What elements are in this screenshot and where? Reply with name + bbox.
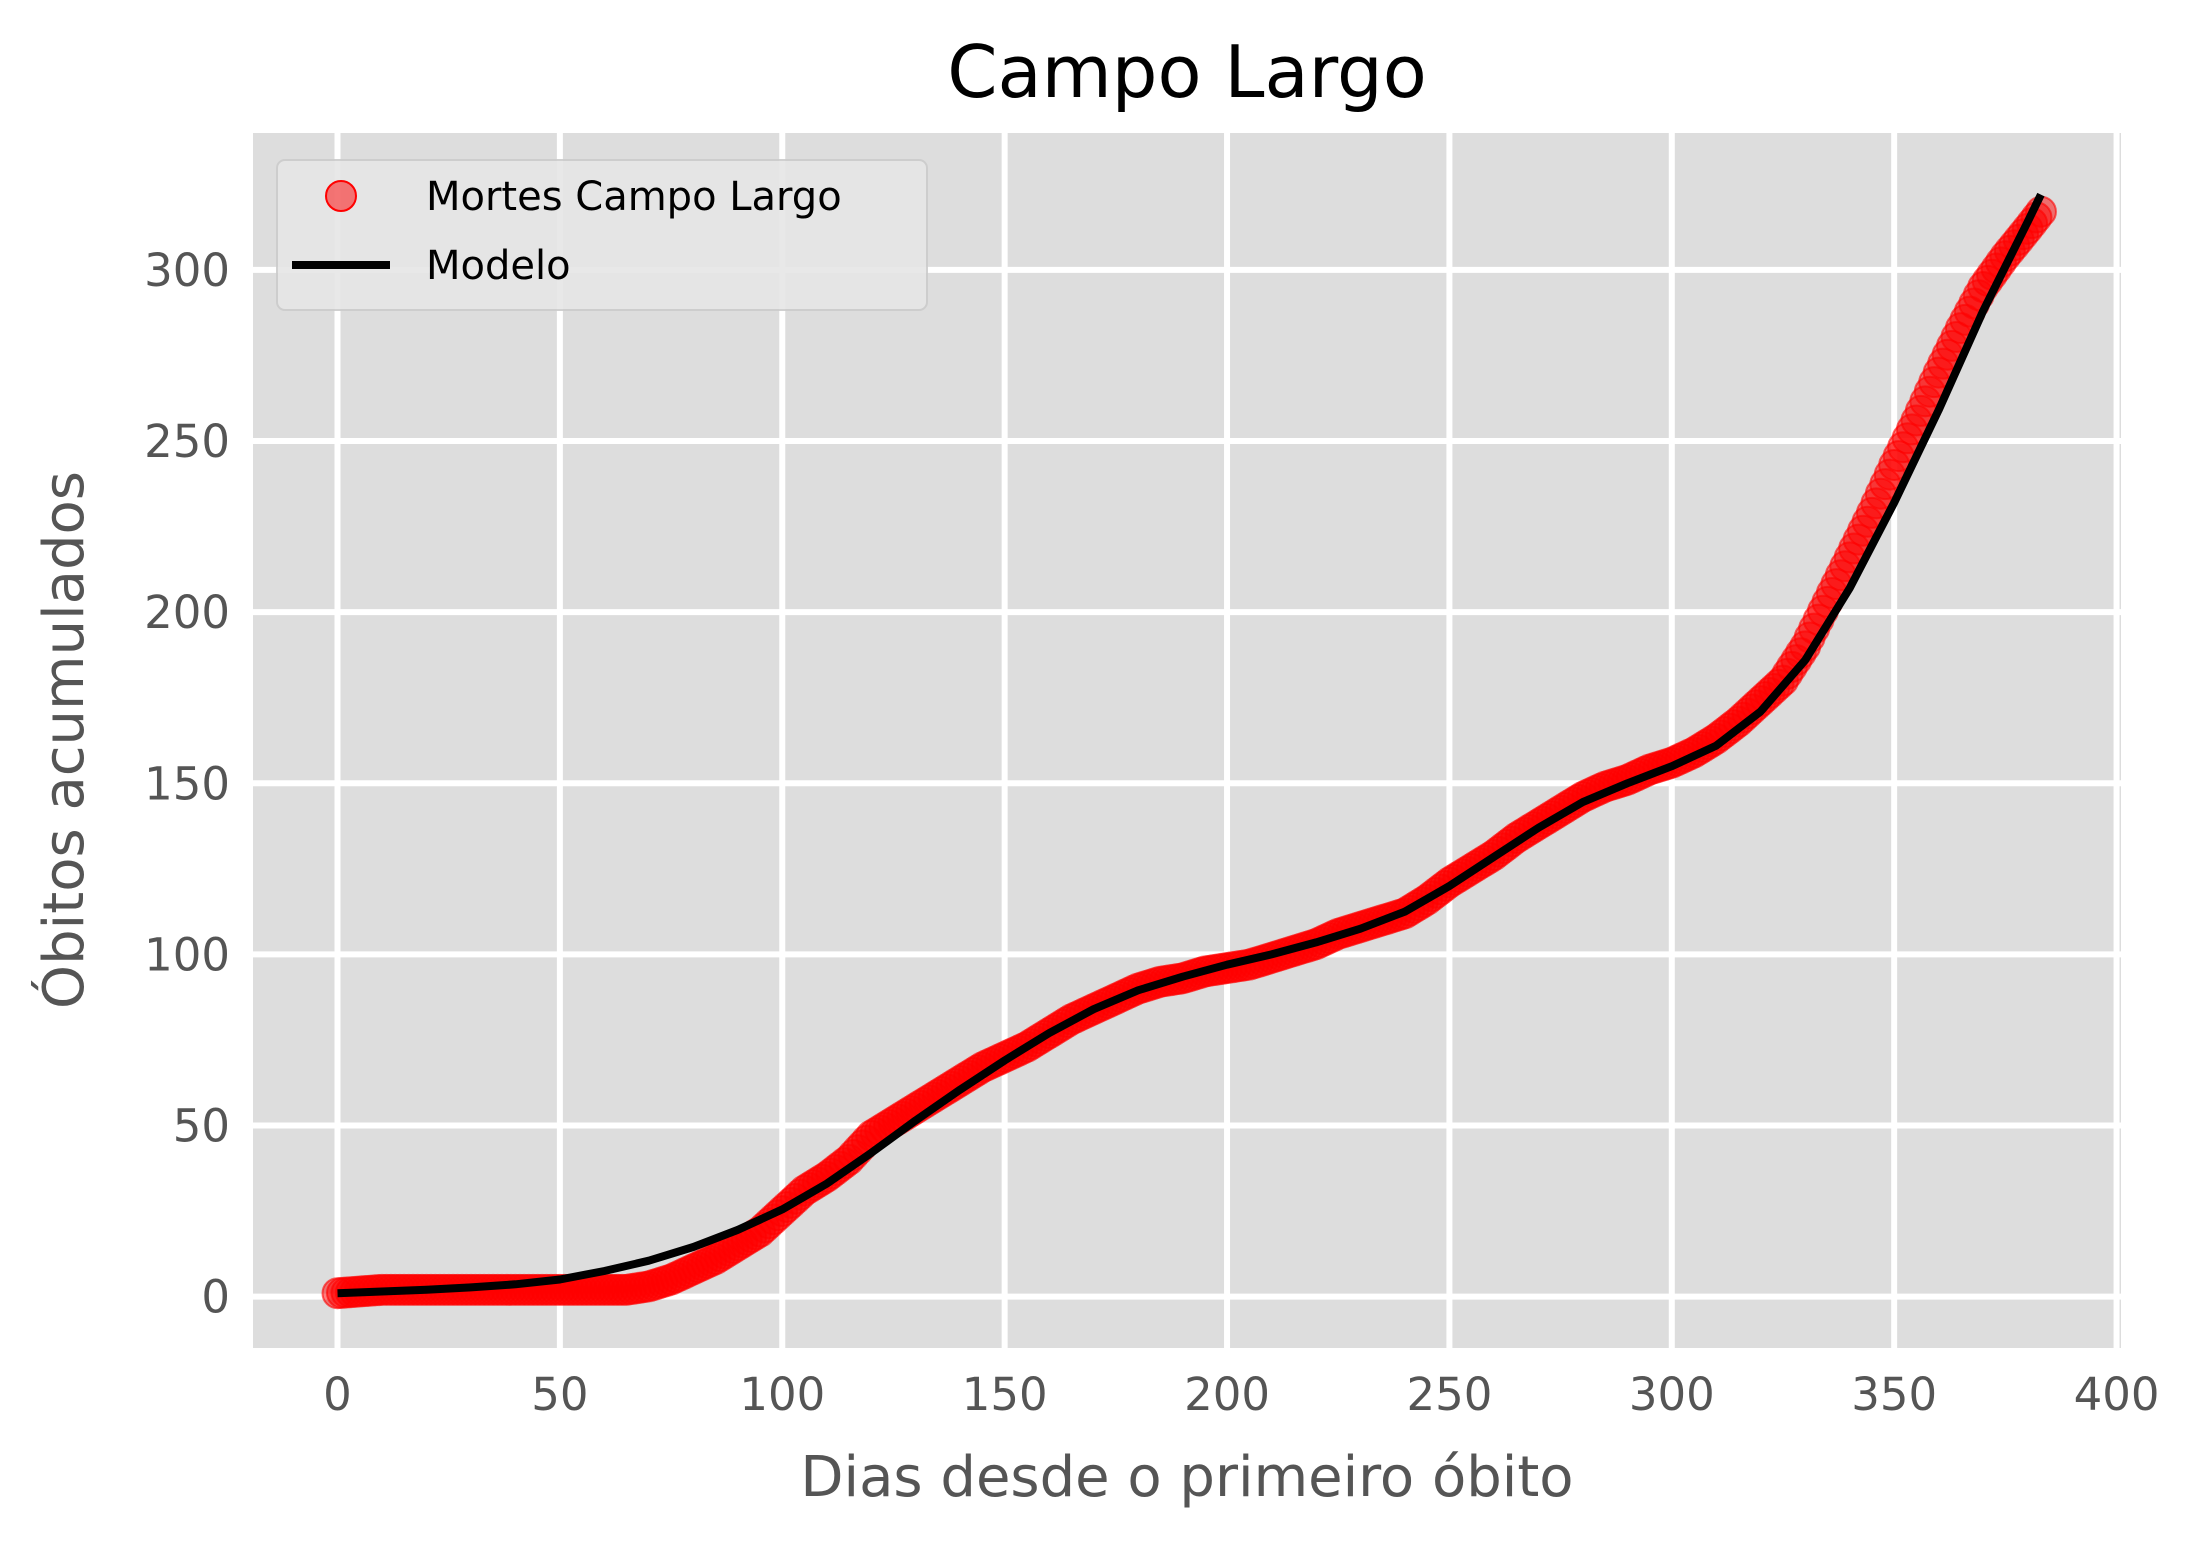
x-tick-label: 250	[1406, 1368, 1492, 1421]
plot-area	[253, 133, 2121, 1348]
model-line-path	[337, 192, 2045, 1298]
x-tick-label: 0	[323, 1368, 352, 1421]
x-tick-labels: 0 50 100 150 200 250 300 350 400	[323, 1368, 2159, 1421]
x-tick-label: 400	[2074, 1368, 2160, 1421]
y-tick-label: 0	[201, 1271, 230, 1324]
y-tick-label: 50	[173, 1100, 230, 1153]
x-tick-label: 100	[739, 1368, 825, 1421]
y-tick-label: 300	[144, 244, 230, 297]
x-tick-label: 150	[962, 1368, 1048, 1421]
x-tick-label: 350	[1851, 1368, 1937, 1421]
legend: Mortes Campo Largo Modelo	[276, 159, 928, 311]
x-axis-label: Dias desde o primeiro óbito	[800, 1445, 1573, 1510]
legend-marker-mortes	[325, 180, 357, 212]
y-tick-labels: 0 50 100 150 200 250 300	[144, 244, 230, 1324]
y-tick-label: 150	[144, 757, 230, 810]
y-tick-label: 250	[144, 415, 230, 468]
chart-title: Campo Largo	[947, 30, 1427, 114]
x-tick-label: 300	[1629, 1368, 1715, 1421]
y-tick-label: 100	[144, 928, 230, 981]
y-axis-label: Óbitos acumulados	[32, 471, 97, 1009]
legend-label-mortes: Mortes Campo Largo	[426, 174, 842, 220]
x-tick-label: 50	[531, 1368, 588, 1421]
model-line	[337, 192, 2045, 1298]
y-tick-label: 200	[144, 586, 230, 639]
x-tick-label: 200	[1184, 1368, 1270, 1421]
legend-box	[276, 159, 928, 311]
legend-label-modelo: Modelo	[426, 243, 571, 289]
